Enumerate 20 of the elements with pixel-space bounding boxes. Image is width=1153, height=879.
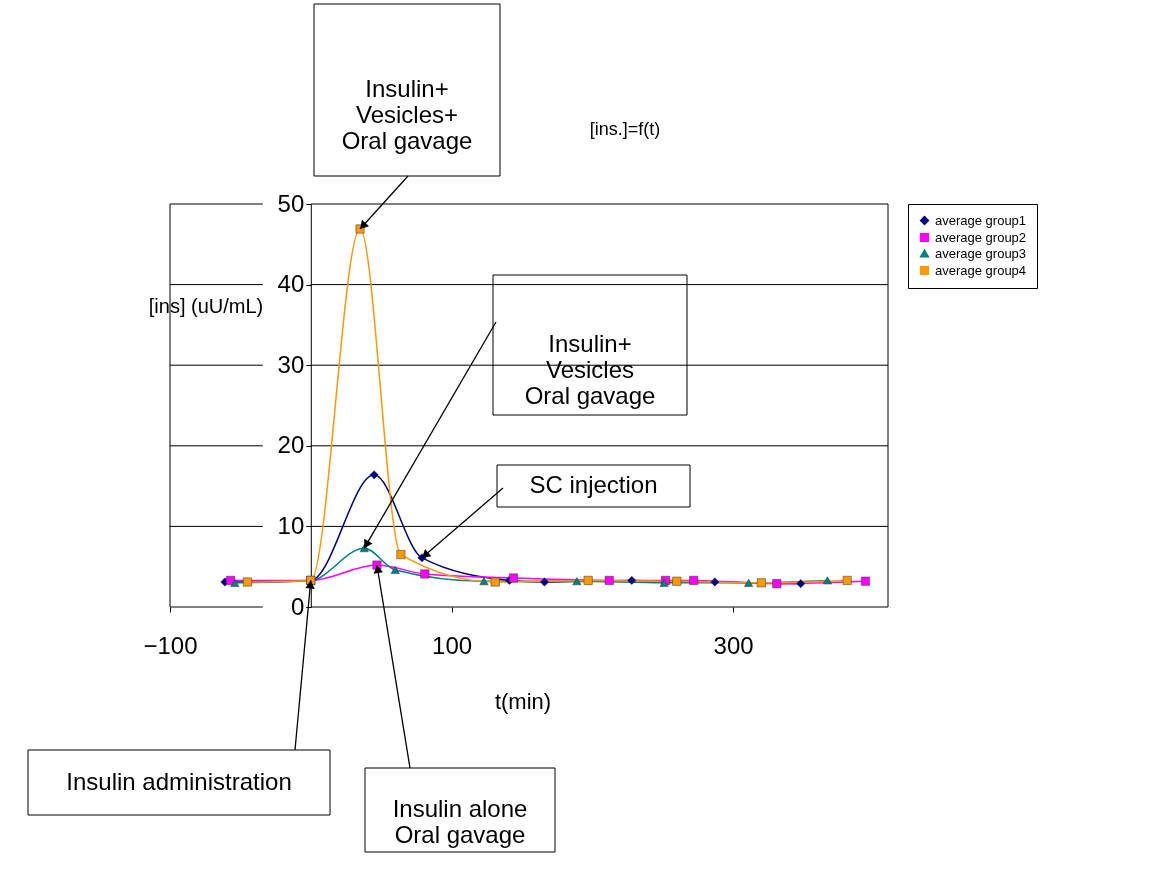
y-tick-label: 30 <box>277 350 305 378</box>
legend-label: average group1 <box>935 212 1027 228</box>
y-tick-label: 20 <box>277 431 305 459</box>
y-tick-label: 0 <box>290 592 305 620</box>
y-axis-title: [ins] (uU/mL) <box>148 295 264 317</box>
legend-label: average group4 <box>935 262 1027 278</box>
annotation: Insulin administration <box>66 767 292 795</box>
x-tick-label: 300 <box>713 631 754 659</box>
x-tick-label: −100 <box>143 631 198 659</box>
y-tick-label: 10 <box>277 511 305 539</box>
legend-label: average group2 <box>935 229 1027 245</box>
annotation: Insulin alone Oral gavage <box>392 795 528 848</box>
annotation: Insulin+ Vesicles+ Oral gavage <box>341 75 473 154</box>
x-axis-title: t(min) <box>494 689 552 714</box>
chart-title: [ins.]=f(t) <box>589 119 661 139</box>
y-tick-label: 50 <box>277 189 305 217</box>
x-tick-label: 100 <box>432 631 473 659</box>
legend-label: average group3 <box>935 245 1027 261</box>
y-tick-label: 40 <box>277 270 305 298</box>
annotation: SC injection <box>529 471 658 498</box>
